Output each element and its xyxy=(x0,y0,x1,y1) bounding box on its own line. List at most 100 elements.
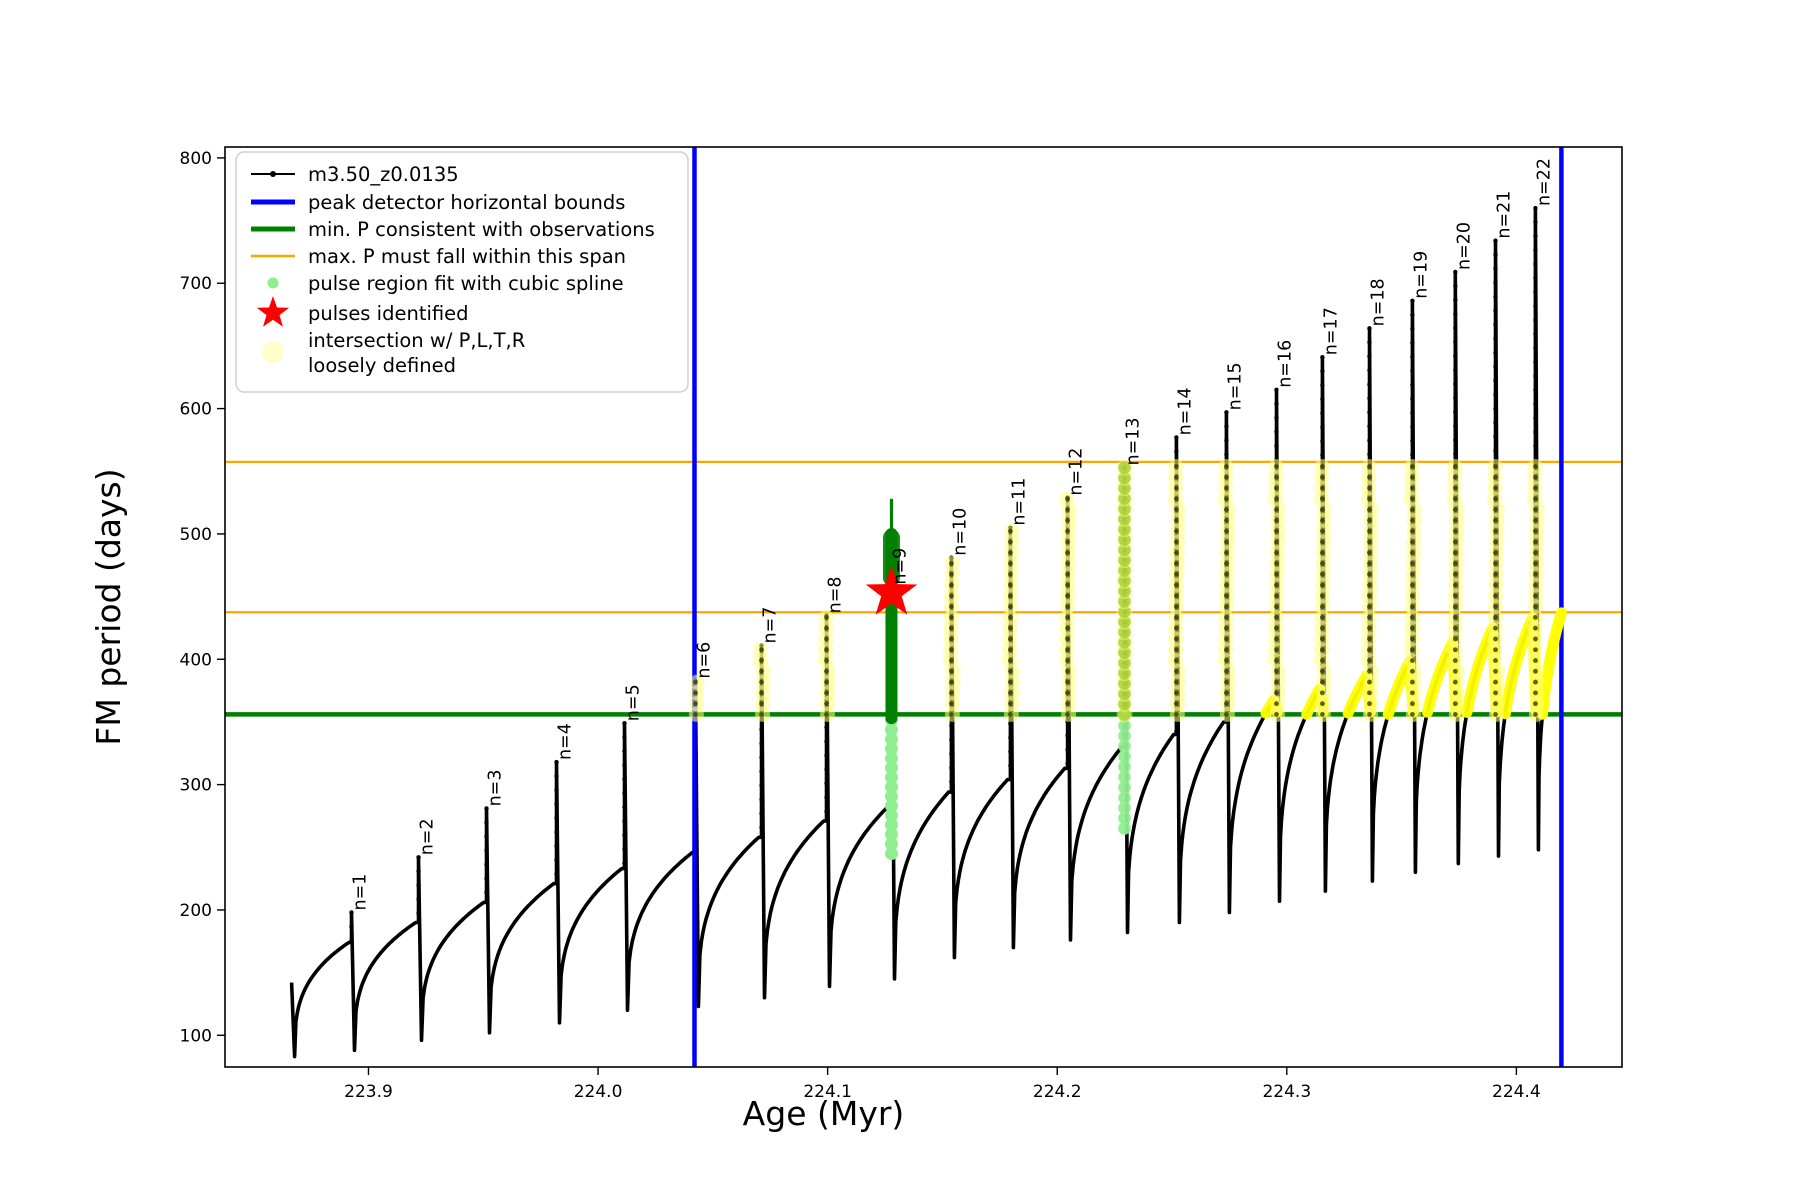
n13-spline-dot xyxy=(1118,461,1131,475)
intersection-dot-center xyxy=(1319,712,1325,717)
track-marker-dot xyxy=(484,848,489,853)
legend-item-6: pulses identified xyxy=(256,296,469,327)
intersection-dot-center xyxy=(1452,604,1458,610)
intersection-dot-center xyxy=(1007,701,1013,707)
y-axis-title: FM period (days) xyxy=(89,468,128,745)
intersection-dot-center xyxy=(1224,561,1229,566)
n9-spline-dot xyxy=(884,761,898,775)
intersection-dot-center xyxy=(1065,507,1070,513)
intersection-dot-center xyxy=(1533,582,1538,588)
intersection-dot-center xyxy=(1224,571,1229,577)
track-marker-dot xyxy=(1367,382,1372,387)
intersection-dot-center xyxy=(1224,582,1229,588)
legend-item-3: min. P consistent with observations xyxy=(251,218,655,241)
intersection-dot-center xyxy=(1065,690,1070,696)
intersection-dot-center xyxy=(1533,636,1538,642)
intersection-dot-center xyxy=(1274,517,1279,523)
intersection-dot-center xyxy=(1274,712,1279,717)
intersection-dot-center xyxy=(1274,550,1279,556)
intersection-dot-center xyxy=(1409,690,1415,696)
n13-spline-dot xyxy=(1118,822,1131,835)
intersection-dot-center xyxy=(759,679,764,685)
track-marker-dot xyxy=(1410,340,1415,345)
legend-label: min. P consistent with observations xyxy=(308,218,655,241)
intersection-dot-center xyxy=(1274,539,1279,545)
track-marker-dot xyxy=(554,857,559,863)
n13-spline-dot xyxy=(1118,564,1131,577)
intersection-dot-center xyxy=(1367,593,1372,599)
n9-spline-dot xyxy=(884,751,898,765)
n13-spline-dot xyxy=(1118,553,1131,567)
intersection-dot-center xyxy=(1319,636,1325,642)
intersection-dot-center xyxy=(1533,528,1538,534)
intersection-dot-center xyxy=(693,712,698,717)
pulse-label-n19: n=19 xyxy=(1411,251,1431,299)
intersection-dot-center xyxy=(1367,615,1372,620)
intersection-dot-center xyxy=(1173,507,1179,513)
track-marker-dot xyxy=(1453,395,1458,401)
track-marker-dot xyxy=(759,825,764,830)
pulse-label-n17: n=17 xyxy=(1321,307,1341,355)
intersection-dots xyxy=(688,458,1545,722)
intersection-dot-center xyxy=(1065,539,1070,545)
pulse-label-n9: n=9 xyxy=(890,548,910,585)
track-marker-dot xyxy=(949,737,954,742)
loose-arc-final xyxy=(1537,607,1567,720)
intersection-dot-center xyxy=(1409,496,1415,502)
track-marker-dot xyxy=(1453,423,1458,429)
intersection-dot-center xyxy=(1173,636,1179,642)
track-marker-dot xyxy=(1453,311,1458,317)
intersection-dot-center xyxy=(824,615,829,620)
intersection-dot-center xyxy=(1224,496,1229,502)
intersection-dot-center xyxy=(1007,550,1013,556)
track-marker-dot xyxy=(554,829,559,835)
track-marker-dot xyxy=(349,924,354,929)
intersection-dot-center xyxy=(1409,712,1415,717)
track-marker-dot xyxy=(484,890,489,895)
pulse-label-n15: n=15 xyxy=(1225,362,1245,410)
intersection-dot-center xyxy=(1173,701,1179,707)
intersection-dot-center xyxy=(1319,679,1325,685)
intersection-dot-center xyxy=(1533,679,1538,685)
intersection-dot-center xyxy=(1274,690,1279,696)
intersection-dot-center xyxy=(1065,582,1070,588)
track-marker-dot xyxy=(759,797,764,802)
intersection-dot-center xyxy=(1367,636,1372,642)
track-marker-dot xyxy=(759,755,764,760)
pulse-label-n10: n=10 xyxy=(950,508,970,556)
track-marker-dot xyxy=(484,820,489,825)
y-tick-label: 400 xyxy=(180,650,212,670)
intersection-dot-center xyxy=(1452,474,1458,480)
track-marker-dot xyxy=(1065,761,1070,766)
intersection-dot-center xyxy=(1007,604,1013,610)
intersection-dot-center xyxy=(1173,539,1179,545)
intersection-dot-center xyxy=(948,636,954,642)
intersection-dot-center xyxy=(1007,658,1013,663)
intersection-dot-center xyxy=(824,625,829,631)
n9-spline-dot xyxy=(884,780,898,794)
intersection-dot-center xyxy=(1007,712,1013,717)
intersection-dot-center xyxy=(1007,561,1013,566)
legend-item-1: m3.50_z0.0135 xyxy=(251,163,459,186)
intersection-dot-center xyxy=(1224,658,1229,663)
intersection-dot-center xyxy=(1224,593,1229,599)
track-marker-dot xyxy=(1410,326,1415,331)
intersection-dot-center xyxy=(1367,571,1372,577)
loose-arc-n19 xyxy=(1382,656,1419,720)
track-marker-dot xyxy=(1493,392,1498,397)
track-marker-dot xyxy=(1493,322,1498,327)
intersection-dot-center xyxy=(1173,679,1179,685)
intersection-dot-center xyxy=(824,636,829,642)
intersection-dot-center xyxy=(1274,561,1279,566)
intersection-dot-center xyxy=(1409,636,1415,642)
n13-spline-dot xyxy=(1118,584,1131,598)
track-marker-dot xyxy=(1174,449,1179,454)
intersection-dot-center xyxy=(1533,615,1538,620)
legend-label: pulse region fit with cubic spline xyxy=(308,272,624,295)
intersection-dot-center xyxy=(948,571,954,577)
pulse-label-n21: n=21 xyxy=(1495,191,1515,239)
legend-label: m3.50_z0.0135 xyxy=(308,163,459,186)
pulse-label-n7: n=7 xyxy=(761,607,781,644)
n13-spline-dot xyxy=(1118,523,1131,536)
